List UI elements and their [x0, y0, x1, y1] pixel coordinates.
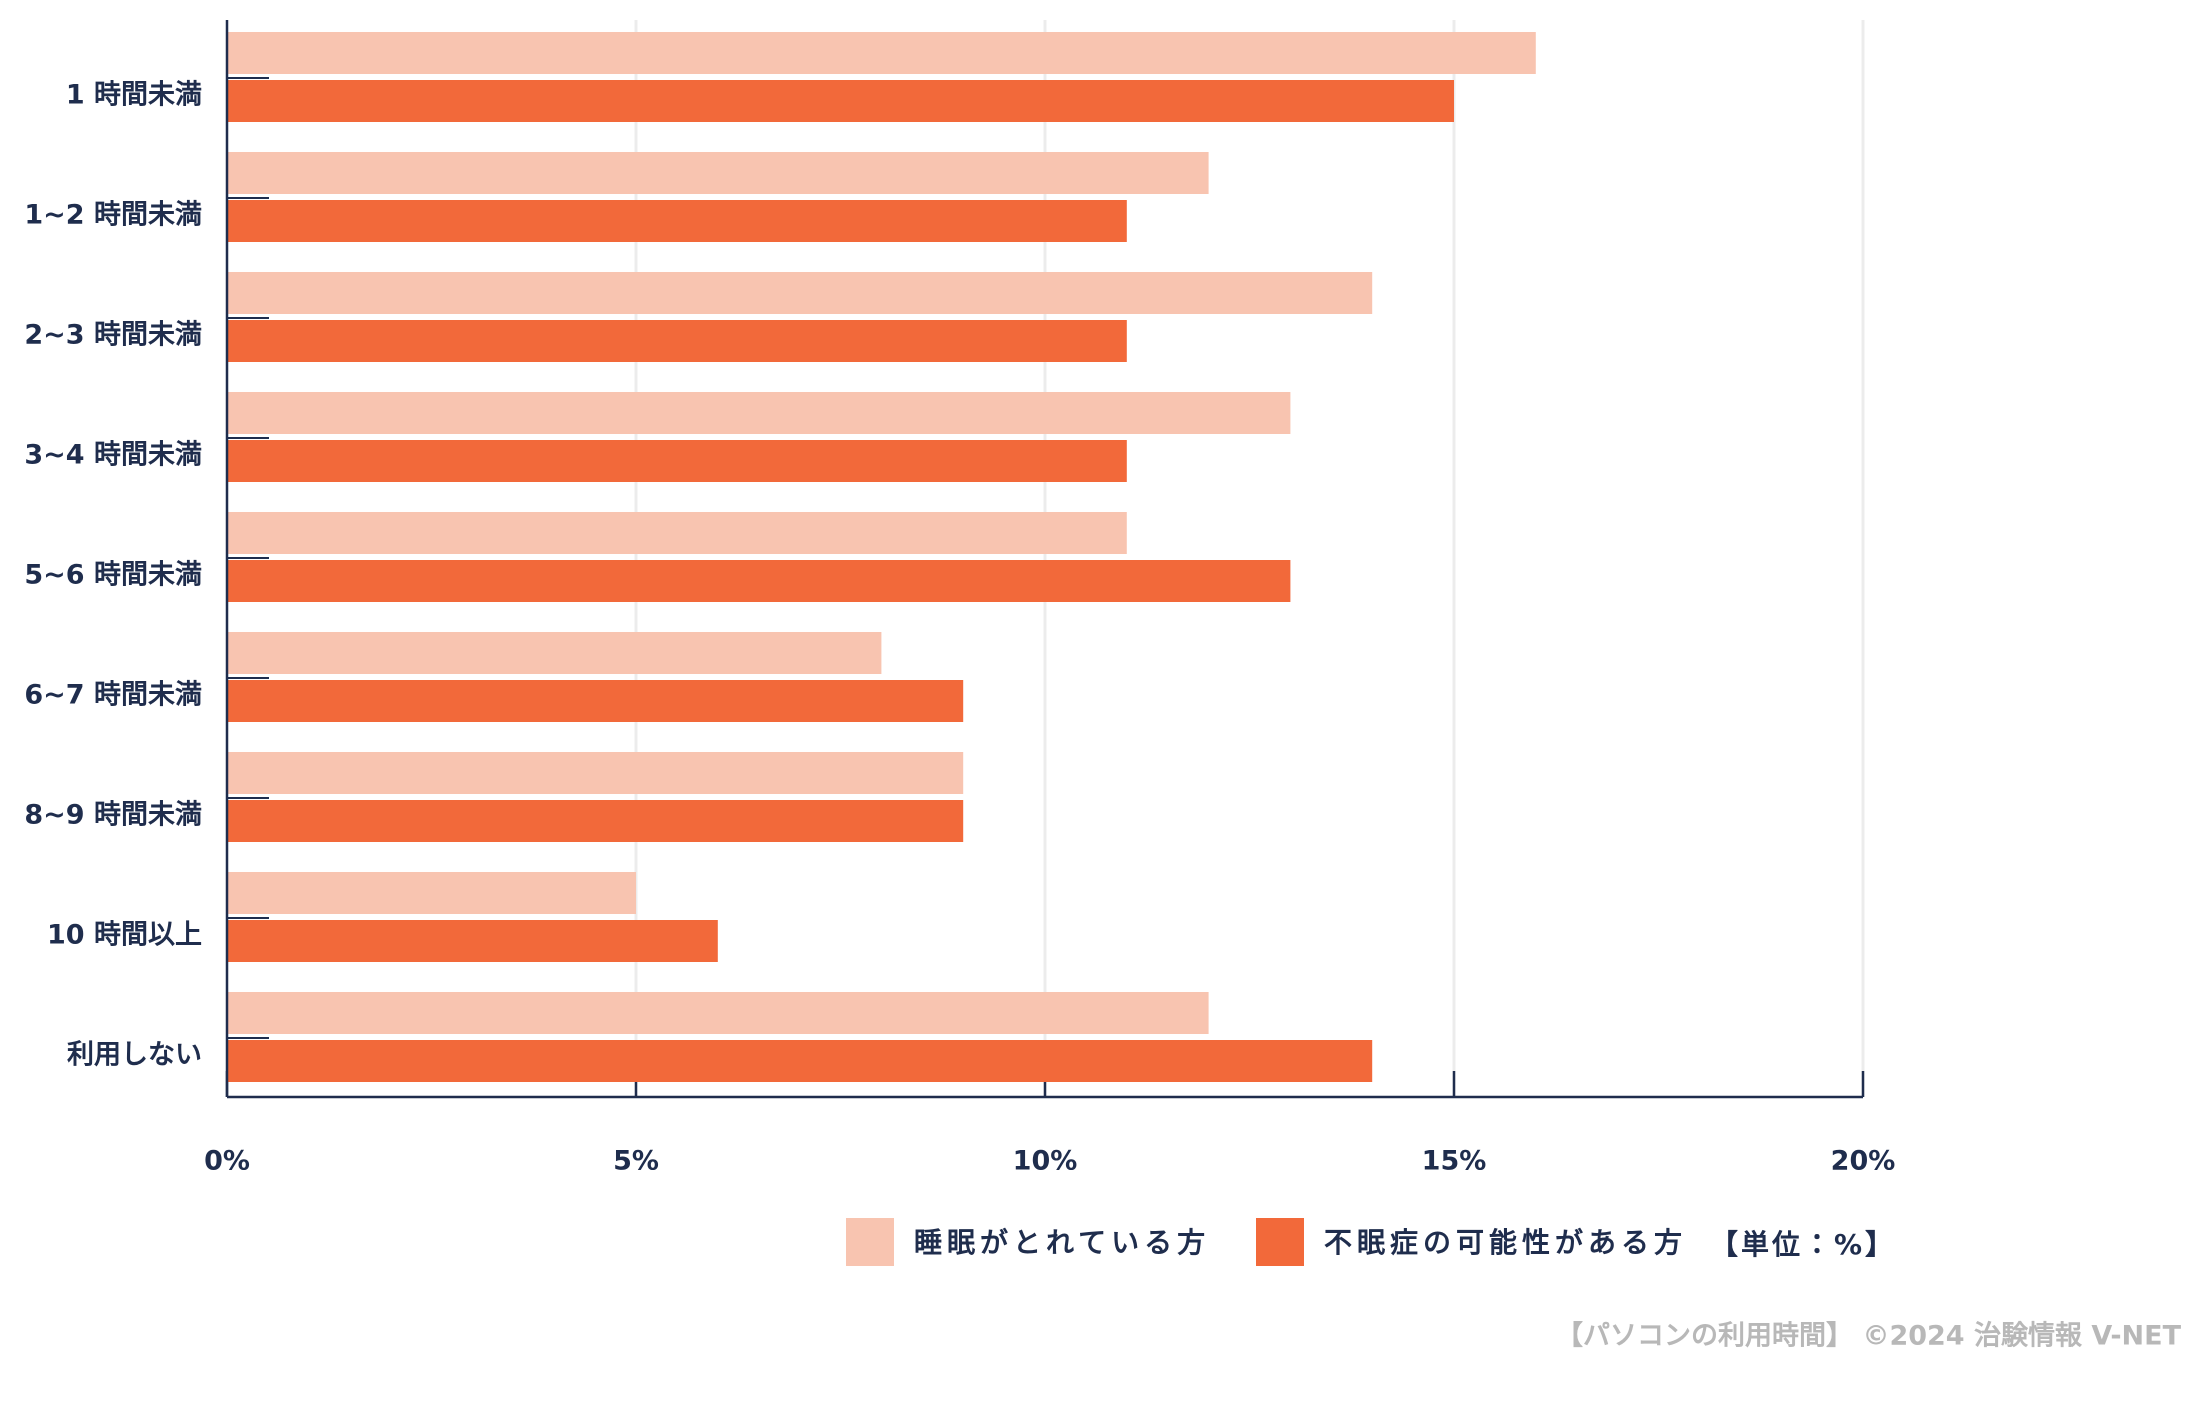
bar — [227, 440, 1127, 482]
x-tick-label: 0% — [204, 1146, 250, 1177]
source-note: 【パソコンの利用時間】 ©2024 治験情報 V-NET — [1556, 1321, 2182, 1352]
y-tick-label: 3~4 時間未満 — [24, 440, 202, 471]
x-tick-label: 5% — [613, 1146, 659, 1177]
bar — [227, 200, 1127, 242]
y-tick-label: 10 時間以上 — [47, 920, 202, 951]
bar — [227, 320, 1127, 362]
y-tick-label: 6~7 時間未満 — [24, 680, 202, 711]
bar — [227, 152, 1209, 194]
legend-swatch — [1256, 1218, 1304, 1266]
y-tick-label: 1~2 時間未満 — [24, 200, 202, 231]
bar — [227, 560, 1291, 602]
y-tick-label: 利用しない — [67, 1040, 202, 1071]
bar — [227, 680, 964, 722]
bar — [227, 992, 1209, 1034]
x-tick-label: 20% — [1831, 1146, 1896, 1177]
y-tick-label: 1 時間未満 — [66, 80, 202, 111]
y-tick-label: 2~3 時間未満 — [24, 320, 202, 351]
bar — [227, 800, 964, 842]
bar — [227, 632, 882, 674]
bar — [227, 80, 1454, 122]
unit-note: 【単位：%】 — [1710, 1228, 1896, 1261]
legend-label: 睡眠がとれている方 — [914, 1226, 1210, 1259]
legend-swatch — [846, 1218, 894, 1266]
x-tick-label: 10% — [1013, 1146, 1078, 1177]
x-tick-label: 15% — [1422, 1146, 1487, 1177]
bar — [227, 512, 1127, 554]
y-tick-label: 8~9 時間未満 — [24, 800, 202, 831]
bar — [227, 872, 636, 914]
bar — [227, 32, 1536, 74]
y-tick-label: 5~6 時間未満 — [24, 560, 202, 591]
bar — [227, 392, 1291, 434]
bar — [227, 1040, 1373, 1082]
bar — [227, 272, 1373, 314]
bar — [227, 752, 964, 794]
bar — [227, 920, 718, 962]
legend-label: 不眠症の可能性がある方 — [1324, 1226, 1687, 1259]
